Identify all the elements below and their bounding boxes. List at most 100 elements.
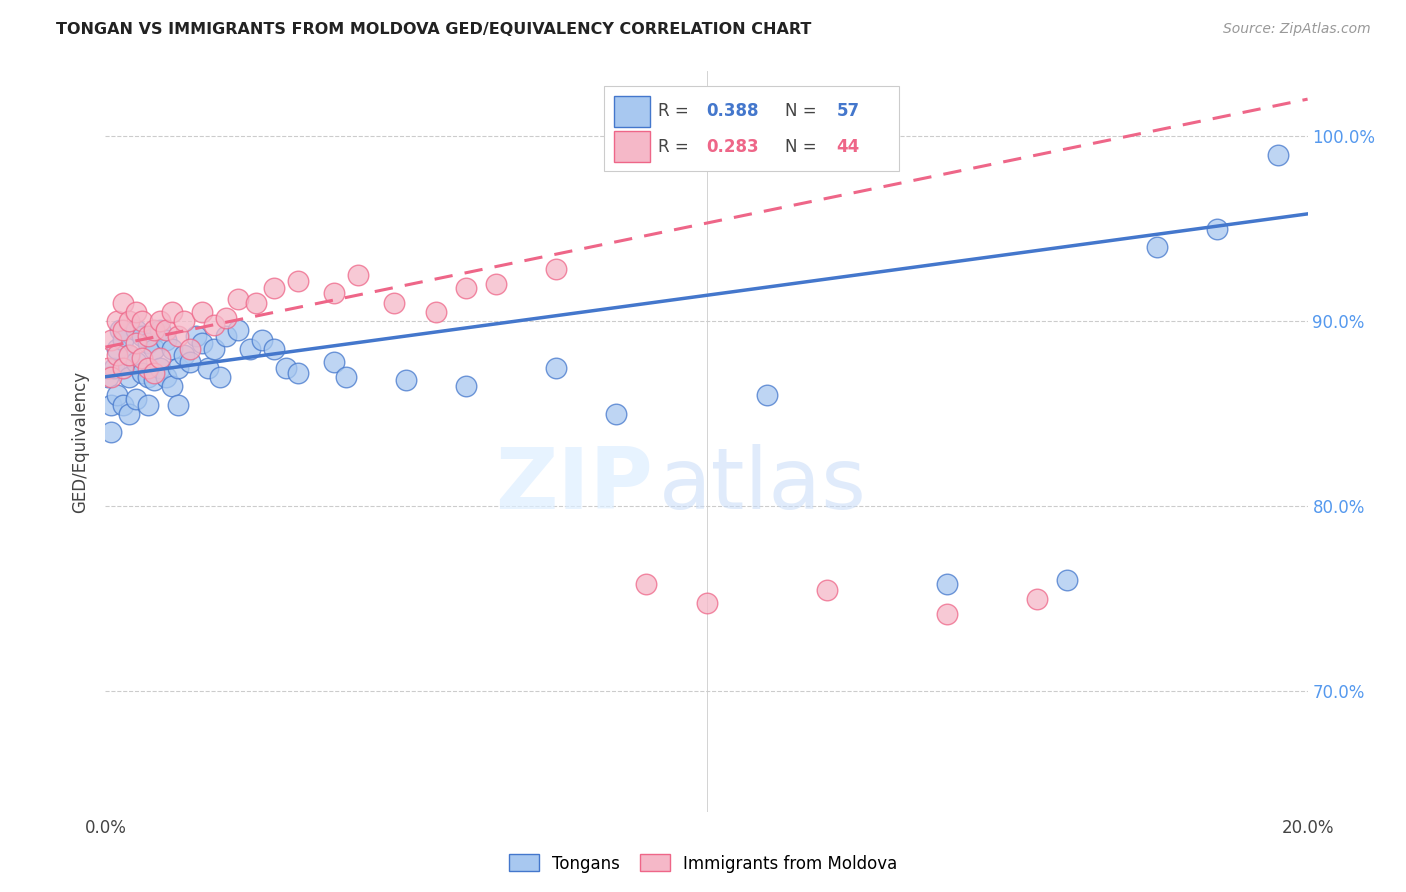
Point bbox=[136, 336, 159, 351]
Legend: Tongans, Immigrants from Moldova: Tongans, Immigrants from Moldova bbox=[502, 847, 904, 880]
Point bbox=[118, 347, 141, 361]
Point bbox=[287, 366, 309, 380]
Point bbox=[1206, 221, 1229, 235]
Point bbox=[136, 369, 159, 384]
Point bbox=[936, 577, 959, 591]
Point bbox=[166, 329, 188, 343]
Point bbox=[755, 388, 778, 402]
Point bbox=[107, 388, 129, 402]
Point bbox=[118, 369, 141, 384]
Point bbox=[160, 379, 183, 393]
Point bbox=[274, 360, 297, 375]
Point bbox=[148, 360, 170, 375]
Point bbox=[382, 295, 405, 310]
Point bbox=[131, 329, 153, 343]
Text: ZIP: ZIP bbox=[495, 444, 652, 527]
Point bbox=[112, 397, 135, 411]
Point bbox=[190, 305, 212, 319]
Point bbox=[250, 333, 273, 347]
Point bbox=[263, 342, 285, 356]
Point bbox=[263, 281, 285, 295]
Point bbox=[179, 342, 201, 356]
Point bbox=[173, 347, 195, 361]
Point bbox=[100, 397, 122, 411]
Bar bbox=[614, 131, 650, 162]
Text: 57: 57 bbox=[837, 103, 859, 120]
Point bbox=[202, 342, 225, 356]
Point bbox=[166, 397, 188, 411]
Point bbox=[124, 323, 146, 337]
Text: 44: 44 bbox=[837, 138, 859, 156]
Point bbox=[112, 323, 135, 337]
Text: 0.388: 0.388 bbox=[706, 103, 759, 120]
Point bbox=[202, 318, 225, 332]
Point bbox=[155, 333, 177, 347]
Point bbox=[142, 323, 165, 337]
Point bbox=[245, 295, 267, 310]
Point bbox=[107, 342, 129, 356]
Point bbox=[395, 374, 418, 388]
Point bbox=[1026, 591, 1049, 606]
Text: 0.283: 0.283 bbox=[706, 138, 759, 156]
Point bbox=[546, 360, 568, 375]
Point bbox=[335, 369, 357, 384]
Point bbox=[131, 314, 153, 328]
Point bbox=[112, 360, 135, 375]
Point bbox=[110, 323, 132, 337]
Point bbox=[112, 360, 135, 375]
Point bbox=[97, 360, 120, 375]
Point bbox=[322, 286, 344, 301]
Point bbox=[160, 305, 183, 319]
Point bbox=[179, 355, 201, 369]
Point bbox=[142, 366, 165, 380]
Point bbox=[605, 407, 627, 421]
Point bbox=[454, 281, 477, 295]
Text: TONGAN VS IMMIGRANTS FROM MOLDOVA GED/EQUIVALENCY CORRELATION CHART: TONGAN VS IMMIGRANTS FROM MOLDOVA GED/EQ… bbox=[56, 22, 811, 37]
Point bbox=[485, 277, 508, 292]
Point bbox=[546, 262, 568, 277]
Bar bbox=[605, 87, 898, 171]
Point bbox=[190, 336, 212, 351]
Point bbox=[1146, 240, 1168, 254]
Point bbox=[100, 333, 122, 347]
Point bbox=[815, 582, 838, 597]
Point bbox=[124, 355, 146, 369]
Point bbox=[214, 310, 236, 325]
Point bbox=[155, 369, 177, 384]
Point bbox=[936, 607, 959, 621]
Point bbox=[155, 323, 177, 337]
Point bbox=[124, 336, 146, 351]
Point bbox=[124, 392, 146, 406]
Point bbox=[118, 314, 141, 328]
Text: N =: N = bbox=[785, 138, 821, 156]
Point bbox=[1056, 574, 1078, 588]
Point bbox=[136, 397, 159, 411]
Point bbox=[100, 369, 122, 384]
Point bbox=[226, 292, 249, 306]
Point bbox=[322, 355, 344, 369]
Point bbox=[1267, 147, 1289, 161]
Point bbox=[226, 323, 249, 337]
Point bbox=[184, 329, 207, 343]
Point bbox=[287, 273, 309, 287]
Text: R =: R = bbox=[658, 138, 695, 156]
Point bbox=[124, 305, 146, 319]
Point bbox=[173, 314, 195, 328]
Point bbox=[197, 360, 219, 375]
Point bbox=[208, 369, 231, 384]
Point bbox=[112, 333, 135, 347]
Point bbox=[136, 360, 159, 375]
Text: Source: ZipAtlas.com: Source: ZipAtlas.com bbox=[1223, 22, 1371, 37]
Point bbox=[239, 342, 262, 356]
Y-axis label: GED/Equivalency: GED/Equivalency bbox=[72, 370, 90, 513]
Point bbox=[97, 369, 120, 384]
Point bbox=[118, 347, 141, 361]
Point bbox=[131, 366, 153, 380]
Point bbox=[347, 268, 370, 282]
Point bbox=[118, 407, 141, 421]
Point bbox=[112, 295, 135, 310]
Text: R =: R = bbox=[658, 103, 695, 120]
Point bbox=[148, 314, 170, 328]
Point bbox=[142, 374, 165, 388]
Point bbox=[142, 342, 165, 356]
